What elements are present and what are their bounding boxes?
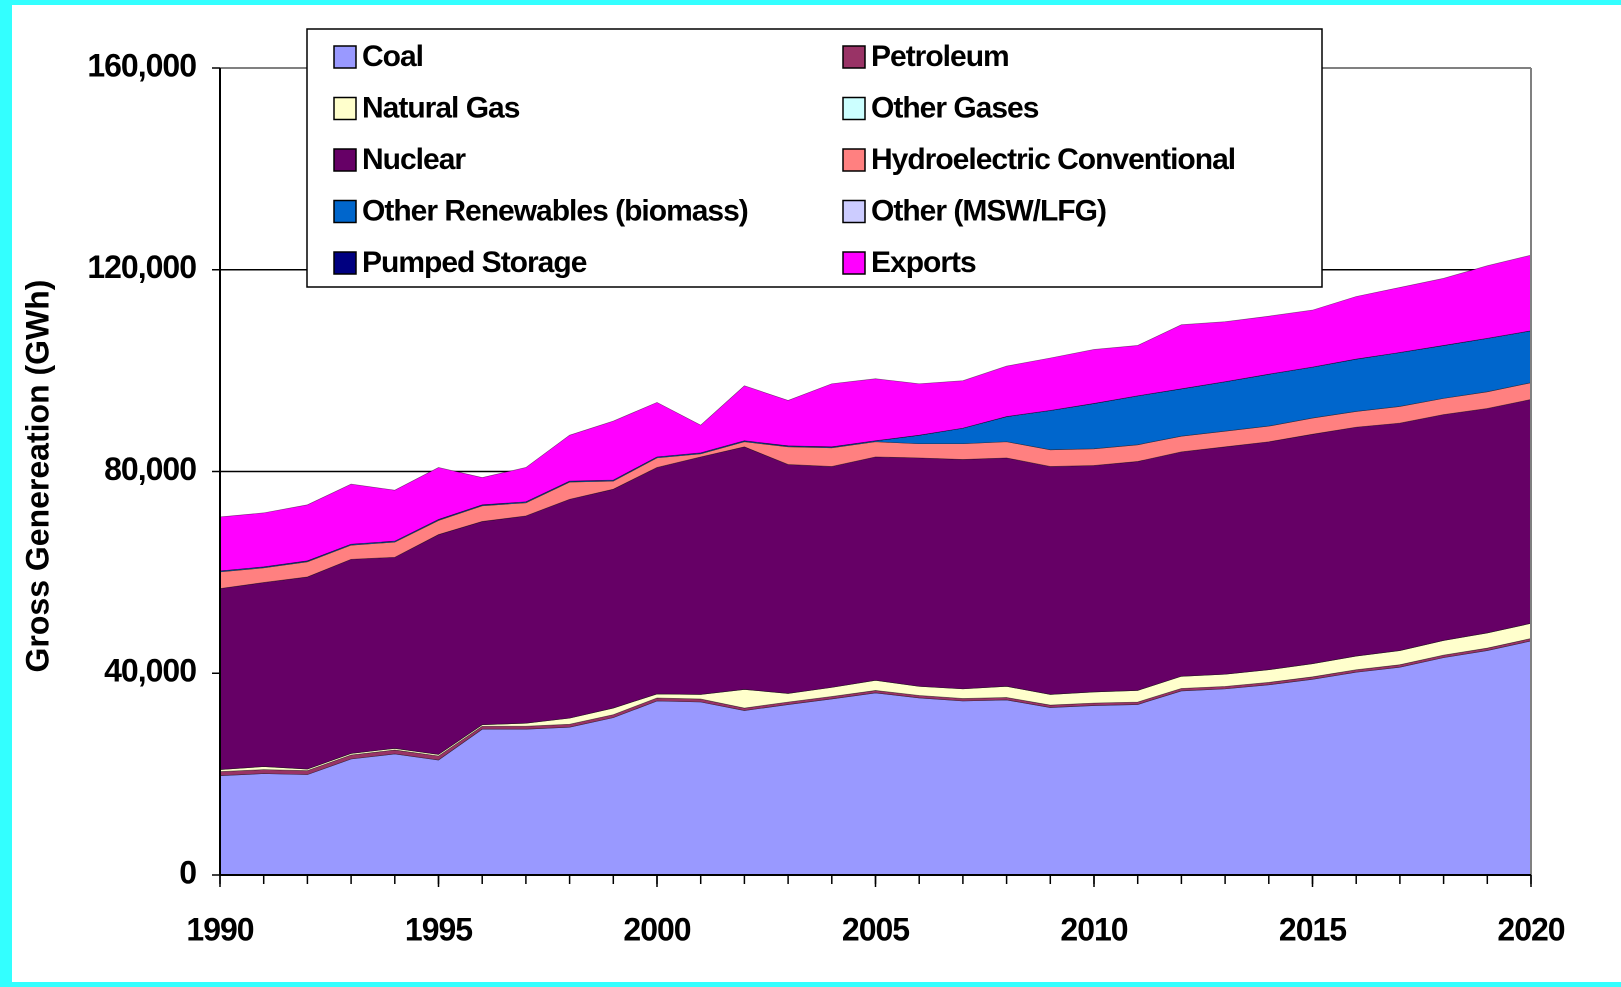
legend-label: Nuclear: [362, 143, 466, 176]
x-tick-label: 2000: [623, 911, 690, 947]
y-tick-label: 160,000: [87, 47, 196, 83]
legend-swatch: [842, 148, 866, 172]
legend-swatch: [842, 199, 866, 224]
legend-label: Pumped Storage: [362, 246, 587, 279]
x-tick-label: 2005: [842, 911, 909, 947]
legend-swatch: [842, 45, 866, 69]
x-tick-label: 2020: [1497, 911, 1564, 947]
y-tick-label: 0: [179, 854, 196, 890]
legend-label: Petroleum: [871, 40, 1009, 73]
legend-label: Coal: [362, 40, 423, 73]
y-tick-label: 80,000: [104, 451, 196, 487]
x-tick-label: 1995: [405, 911, 472, 947]
legend-swatch: [333, 96, 357, 121]
x-tick-label: 1990: [186, 911, 253, 947]
legend-swatch: [333, 199, 357, 224]
legend-label: Other (MSW/LFG): [871, 194, 1106, 227]
legend-swatch: [842, 251, 866, 275]
x-tick-label: 2010: [1060, 911, 1127, 947]
x-tick-label: 2015: [1279, 911, 1346, 947]
legend-swatch: [333, 45, 357, 69]
y-tick-label: 120,000: [87, 249, 196, 285]
legend-label: Natural Gas: [362, 91, 520, 124]
legend-label: Exports: [871, 246, 976, 279]
legend-swatch: [333, 251, 357, 275]
legend-swatch: [842, 96, 866, 121]
legend-label: Other Renewables (biomass): [362, 194, 748, 227]
y-tick-label: 40,000: [104, 653, 196, 689]
y-axis-title: Gross Genereation (GWh): [19, 280, 55, 673]
legend-label: Hydroelectric Conventional: [871, 143, 1235, 176]
legend-label: Other Gases: [871, 91, 1039, 124]
legend-swatch: [333, 148, 357, 172]
legend-box: [306, 28, 1323, 288]
